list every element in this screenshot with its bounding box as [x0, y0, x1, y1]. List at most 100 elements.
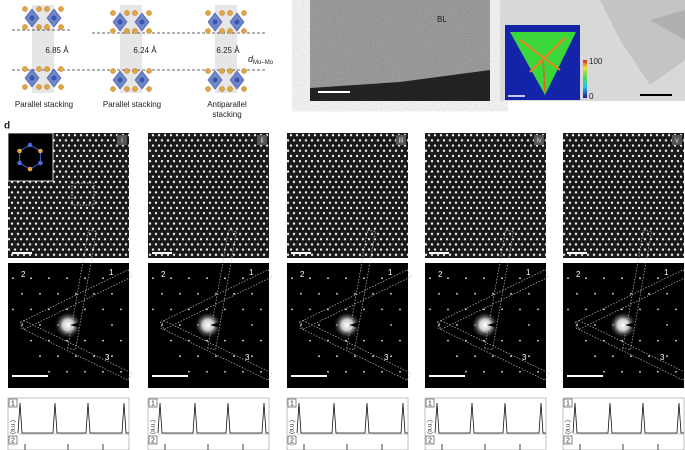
spot [102, 308, 104, 311]
atom [17, 148, 22, 154]
s-atom [146, 68, 152, 74]
spot [111, 324, 113, 326]
spot [197, 292, 199, 295]
profile-label: 1 [11, 400, 15, 407]
spot [66, 277, 68, 280]
lattice-pattern [287, 133, 408, 258]
spot [657, 339, 659, 342]
spot-label: 1 [526, 268, 531, 277]
spot [447, 339, 449, 342]
unit-label: (a.u.) [11, 420, 17, 434]
s-atom [36, 84, 42, 90]
spot [161, 292, 163, 295]
spot-label: 3 [384, 353, 389, 362]
s-atom [58, 84, 64, 90]
s-atom [146, 28, 152, 34]
s-atom [132, 68, 138, 74]
label-box [534, 135, 544, 145]
spot [84, 370, 86, 373]
s-atom [124, 10, 130, 16]
profile-label: 2 [428, 437, 432, 444]
beam-stop [210, 317, 238, 333]
atom [38, 148, 43, 154]
spot [567, 308, 569, 311]
s-atom [110, 68, 116, 74]
spot [309, 308, 311, 311]
s-atom [241, 10, 247, 16]
label-box [396, 135, 406, 145]
s-atom [44, 84, 50, 90]
lattice-pattern [563, 133, 684, 258]
profile-tag [425, 398, 435, 408]
column-label: v [675, 137, 679, 144]
profile-box [286, 397, 409, 450]
spot [585, 277, 587, 280]
profile-window [19, 320, 133, 381]
distance: 6.24 Å [133, 46, 157, 55]
spot [363, 339, 365, 342]
spot [630, 292, 632, 295]
distance: 6.25 Å [216, 46, 240, 55]
spot [657, 370, 659, 373]
spot [309, 339, 311, 342]
spot [345, 308, 347, 311]
spot [75, 292, 77, 295]
spot [120, 339, 122, 342]
center-glow [333, 311, 361, 339]
spot [567, 277, 569, 280]
spot [528, 292, 530, 295]
spot [648, 355, 650, 358]
spot [84, 308, 86, 311]
profile-trace [572, 402, 684, 434]
spot [501, 308, 503, 311]
beam-stop [487, 317, 515, 333]
spot [327, 277, 329, 280]
spot-label: 1 [249, 268, 254, 277]
mo-atom [117, 19, 123, 25]
spot [300, 292, 302, 295]
profile-window [159, 269, 273, 330]
mo-atom [117, 77, 123, 83]
profile-window [67, 229, 97, 351]
spot [363, 370, 365, 373]
spot [576, 292, 578, 295]
spot [630, 355, 632, 358]
spot-label: 2 [161, 270, 166, 279]
profile-box [424, 397, 547, 450]
spot [57, 292, 59, 295]
label-box [672, 135, 682, 145]
profile-window [484, 229, 514, 351]
s-atom [227, 68, 233, 74]
spot [206, 308, 208, 311]
s-atom [110, 10, 116, 16]
spot [260, 339, 262, 342]
spot [318, 324, 320, 326]
spot [399, 308, 401, 311]
spot [429, 308, 431, 311]
s-atom [44, 24, 50, 30]
spot [30, 339, 32, 342]
spot [57, 355, 59, 358]
profile-box [7, 397, 130, 450]
spot [30, 277, 32, 280]
spot [621, 308, 623, 311]
spot [102, 339, 104, 342]
profile-window [436, 320, 550, 381]
spot [170, 277, 172, 280]
column-label: iv [536, 137, 542, 144]
spot [233, 355, 235, 358]
spot [474, 292, 476, 295]
spot [251, 292, 253, 295]
profile-box [562, 397, 685, 450]
spot-label: 2 [21, 270, 26, 279]
profile-window [19, 269, 133, 330]
s-atom [36, 6, 42, 12]
spot [639, 277, 641, 280]
spot [336, 355, 338, 358]
profile-window [207, 229, 237, 351]
unit-label: (a.u.) [290, 420, 296, 434]
spot [39, 324, 41, 326]
spot [585, 339, 587, 342]
spot [399, 370, 401, 373]
